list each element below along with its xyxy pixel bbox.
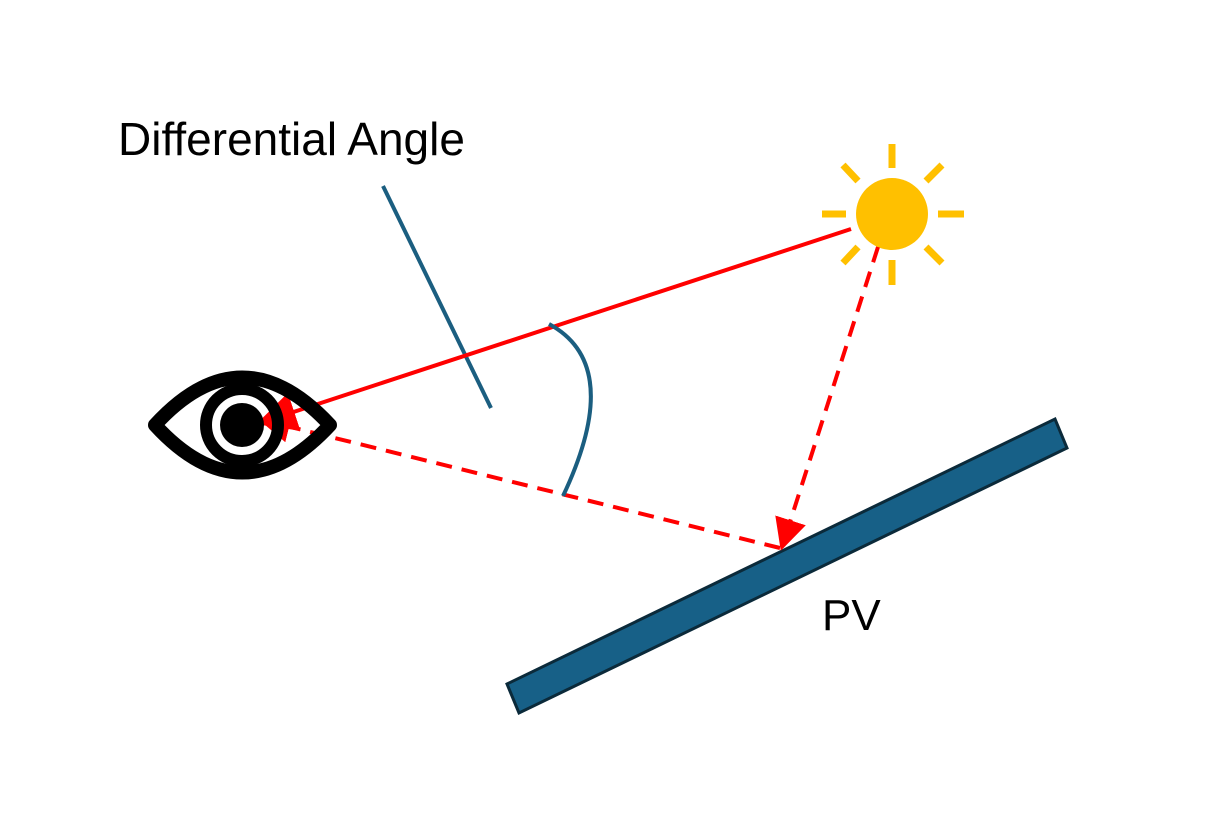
label-leader-line — [381, 185, 493, 409]
reflected-ray — [258, 411, 781, 550]
eye-icon — [148, 370, 337, 480]
differential-angle-label: Differential Angle — [118, 113, 465, 165]
pv-panel — [505, 416, 1069, 716]
sun-icon — [822, 144, 964, 285]
sun-to-pv-ray — [775, 246, 880, 551]
differential-angle-arc — [548, 322, 593, 497]
pv-label: PV — [822, 591, 881, 640]
